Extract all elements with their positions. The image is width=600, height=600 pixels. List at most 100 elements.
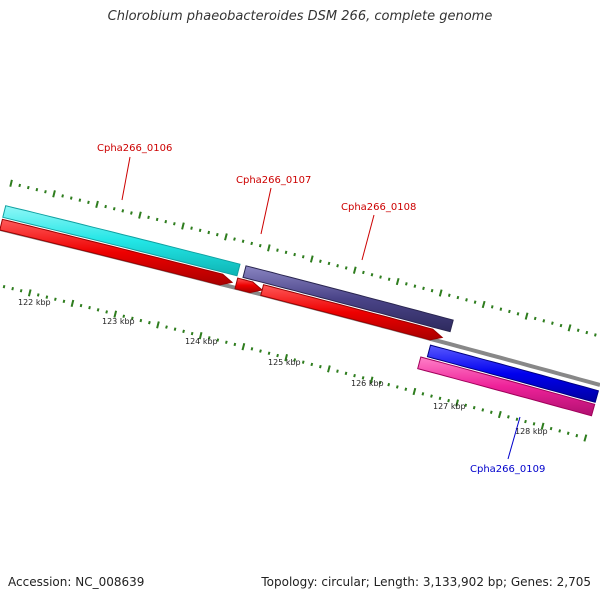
cds-feature-blue[interactable] (426, 344, 600, 403)
tick-mark (250, 241, 254, 246)
tick-mark (301, 360, 305, 364)
cds-feature-pink[interactable] (417, 356, 596, 417)
gene-layer (0, 205, 600, 417)
kbp-label-123: 123 kbp (102, 317, 135, 326)
tick-mark (489, 410, 493, 414)
tick-mark (18, 183, 22, 188)
tick-mark (447, 293, 451, 297)
tick-mark (181, 222, 185, 230)
gene-label-0107[interactable]: Cpha266_0107 (236, 175, 311, 186)
tick-mark (370, 273, 374, 277)
tick-mark (327, 365, 331, 373)
cds-feature-cyan[interactable] (2, 205, 241, 277)
tick-mark (352, 266, 357, 274)
tick-mark (54, 297, 57, 301)
tick-mark (576, 328, 580, 332)
tick-mark (207, 230, 211, 235)
tick-mark (241, 239, 245, 243)
tick-mark (69, 196, 73, 200)
tick-mark (207, 336, 211, 340)
tick-mark (224, 233, 228, 241)
tick-mark (138, 211, 142, 219)
tick-mark (165, 325, 168, 329)
tick-mark (412, 387, 417, 396)
kbp-label-125: 125 kbp (268, 358, 301, 367)
tick-mark (147, 215, 150, 220)
gene-label-0109[interactable]: Cpha266_0109 (470, 464, 545, 475)
cds-feature-purple[interactable] (242, 265, 454, 333)
tick-mark (198, 332, 203, 340)
tick-mark (79, 303, 83, 308)
tick-mark (567, 324, 572, 332)
tick-mark (148, 320, 151, 325)
tick-mark (36, 293, 40, 297)
tick-mark (405, 282, 408, 286)
tick-mark (490, 305, 494, 309)
tick-mark (362, 270, 365, 275)
tick-mark (122, 314, 126, 318)
tick-mark (465, 298, 468, 302)
tick-mark (585, 330, 589, 335)
tick-mark (198, 228, 202, 233)
tick-mark (267, 351, 271, 355)
tick-mark (344, 371, 348, 376)
tick-mark (481, 300, 486, 309)
tick-mark (104, 204, 107, 209)
tick-mark (113, 310, 118, 318)
tick-mark (395, 277, 400, 286)
tick-mark (173, 327, 177, 331)
cds-feature-red-3[interactable] (260, 284, 444, 341)
tick-mark (438, 289, 443, 297)
tick-mark (404, 387, 408, 391)
tick-mark (293, 358, 297, 362)
tick-mark (190, 331, 194, 336)
tick-mark (95, 200, 99, 209)
tick-mark (508, 309, 511, 314)
tick-mark (27, 289, 32, 297)
gene-label-0106[interactable]: Cpha266_0106 (97, 143, 172, 154)
tick-mark (387, 277, 391, 281)
cds-feature-red-2[interactable] (234, 277, 264, 294)
accession-text: Accession: NC_008639 (8, 575, 145, 589)
tick-mark (78, 198, 82, 202)
tick-mark (9, 179, 13, 187)
tick-mark (284, 250, 288, 255)
tick-mark (516, 312, 520, 316)
tick-mark (215, 232, 219, 237)
tick-mark (182, 329, 185, 334)
tick-mark (250, 347, 254, 351)
tick-mark (301, 255, 305, 259)
tick-mark (464, 403, 468, 407)
tick-mark (130, 211, 133, 215)
tick-mark (293, 252, 296, 257)
tick-mark (413, 284, 417, 288)
tick-mark (139, 318, 143, 323)
tick-mark (112, 207, 116, 211)
tick-mark (473, 300, 477, 304)
tick-mark (455, 399, 459, 407)
cds-feature-red-1[interactable] (0, 218, 234, 286)
tick-mark (309, 255, 314, 263)
tick-mark (533, 316, 537, 321)
tick-mark (575, 433, 579, 438)
tick-mark (421, 392, 425, 396)
tick-mark (11, 286, 14, 291)
tick-mark (540, 422, 545, 430)
tick-mark (594, 333, 597, 337)
tick-mark (344, 266, 348, 270)
tick-mark (225, 340, 228, 344)
tick-mark (155, 217, 159, 222)
tick-mark (336, 264, 339, 268)
tick-mark (430, 288, 434, 293)
tick-mark (566, 431, 570, 435)
gene-label-0108[interactable]: Cpha266_0108 (341, 202, 416, 213)
tick-mark (497, 410, 502, 419)
tick-mark (524, 312, 529, 320)
tick-mark (19, 289, 23, 293)
tick-mark (456, 295, 460, 300)
gene-leader-0107 (260, 187, 272, 235)
gene-leader-0109 (507, 416, 521, 460)
tick-mark (481, 408, 485, 412)
tick-mark (551, 321, 554, 325)
